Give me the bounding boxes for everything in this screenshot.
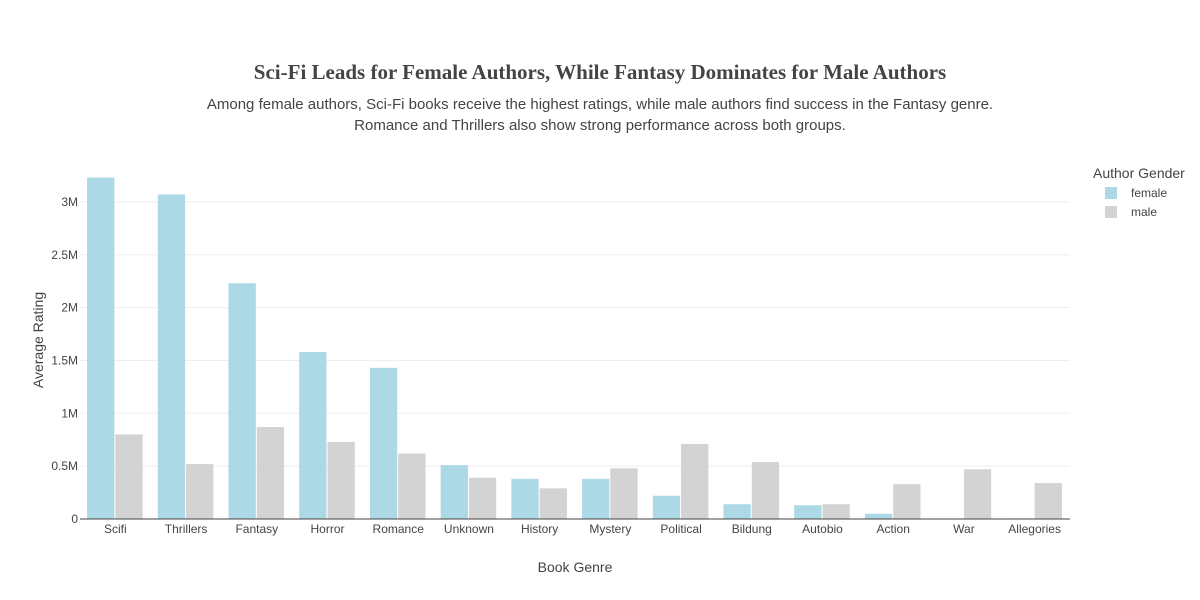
bar-female-mystery — [582, 478, 610, 519]
y-tick-label: 1M — [61, 406, 78, 420]
chart-subtitle-2: Romance and Thrillers also show strong p… — [354, 117, 846, 134]
x-tick-label: Fantasy — [235, 522, 278, 536]
bar-female-history — [511, 478, 539, 519]
bar-female-fantasy — [228, 283, 256, 519]
bar-female-horror — [299, 351, 327, 519]
bar-female-autobio — [794, 505, 822, 519]
bar-female-action — [864, 513, 893, 519]
legend-swatch — [1105, 187, 1117, 199]
x-tick-label: War — [953, 522, 975, 536]
x-tick-label: Political — [660, 522, 701, 536]
legend-swatch — [1105, 206, 1117, 218]
bar-female-scifi — [87, 177, 115, 520]
x-tick-label: Unknown — [444, 522, 494, 536]
bar-male-scifi — [115, 434, 143, 519]
bar-male-fantasy — [256, 427, 285, 519]
bar-male-romance — [398, 453, 426, 519]
legend-label: female — [1131, 186, 1168, 200]
x-axis-title: Book Genre — [538, 559, 613, 575]
bar-male-war — [963, 469, 992, 519]
x-tick-label: Bildung — [732, 522, 772, 536]
x-tick-label: History — [521, 522, 558, 536]
chart-subtitle-1: Among female authors, Sci-Fi books recei… — [206, 96, 994, 113]
bar-male-unknown — [468, 477, 497, 519]
legend-title: Author Gender — [1093, 165, 1185, 181]
x-tick-label: Allegories — [1008, 522, 1061, 536]
bar-female-thrillers — [157, 194, 186, 519]
x-tick-label: Action — [877, 522, 910, 536]
bar-male-action — [893, 484, 921, 519]
x-tick-label: Romance — [373, 522, 425, 536]
legend-item-female[interactable]: female — [1105, 186, 1185, 200]
y-tick-label: 2.5M — [51, 248, 78, 262]
x-tick-label: Scifi — [104, 522, 127, 536]
y-tick-label: 1.5M — [51, 353, 78, 367]
bar-male-mystery — [610, 468, 638, 519]
y-tick-label: 0 — [71, 512, 78, 526]
bar-male-history — [539, 488, 567, 519]
y-tick-label: 2M — [61, 301, 78, 315]
y-tick-label: 3M — [61, 195, 78, 209]
bar-male-political — [681, 443, 709, 519]
x-tick-label: Thrillers — [165, 522, 208, 536]
x-tick-label: Horror — [310, 522, 344, 536]
bar-male-allegories — [1034, 483, 1062, 519]
bar-female-unknown — [440, 465, 468, 519]
legend: Author Gender female male — [1093, 165, 1185, 219]
chart-title: Sci-Fi Leads for Female Authors, While F… — [253, 60, 947, 84]
y-tick-label: 0.5M — [51, 459, 78, 473]
bar-male-autobio — [822, 504, 850, 519]
bar-female-romance — [369, 367, 398, 519]
legend-label: male — [1131, 205, 1158, 219]
x-tick-label: Autobio — [802, 522, 843, 536]
bar-male-bildung — [751, 461, 780, 519]
bar-female-bildung — [723, 504, 751, 519]
bar-male-horror — [327, 441, 355, 519]
x-tick-label: Mystery — [589, 522, 631, 536]
bar-male-thrillers — [186, 464, 214, 519]
y-axis-title: Average Rating — [30, 292, 46, 388]
bar-female-political — [652, 495, 681, 519]
legend-item-male[interactable]: male — [1105, 205, 1185, 219]
